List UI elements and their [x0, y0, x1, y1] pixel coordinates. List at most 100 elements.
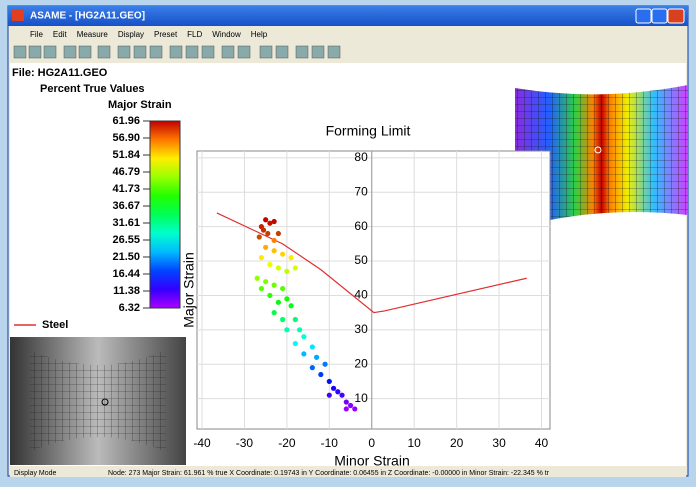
colorbar-label: 26.55	[112, 234, 140, 246]
strain-point	[310, 365, 315, 370]
x-tick-label: 40	[535, 436, 549, 450]
strain-point	[344, 406, 349, 411]
strain-point	[276, 231, 281, 236]
menu-item[interactable]: Edit	[53, 30, 68, 39]
menu-item[interactable]: File	[30, 30, 43, 39]
strain-point	[297, 327, 302, 332]
strain-point	[293, 341, 298, 346]
app-icon	[12, 9, 24, 21]
tool-button[interactable]	[222, 46, 234, 58]
photo	[10, 337, 186, 465]
status-node: Node: 273 Major Strain: 61.961 % true X …	[108, 470, 550, 477]
colorbar-title: Major Strain	[108, 99, 172, 111]
toolbar	[12, 44, 352, 60]
strain-point	[272, 248, 277, 253]
strain-point	[314, 355, 319, 360]
tool-button[interactable]	[79, 46, 91, 58]
strain-point	[335, 389, 340, 394]
strain-point	[261, 227, 266, 232]
y-axis-label: Major Strain	[181, 252, 197, 327]
tool-button[interactable]	[186, 46, 198, 58]
y-tick-label: 50	[354, 253, 368, 267]
strain-point	[259, 286, 264, 291]
strain-point	[280, 252, 285, 257]
minimize-button[interactable]	[636, 9, 651, 23]
strain-point	[263, 217, 268, 222]
menu-item[interactable]: FLD	[187, 30, 202, 39]
strain-point	[310, 344, 315, 349]
colorbar-label: 6.32	[119, 302, 140, 314]
status-mode: Display Mode	[14, 470, 57, 477]
x-tick-label: 10	[408, 436, 422, 450]
file-label: File: HG2A11.GEO	[12, 67, 108, 79]
menu-item[interactable]: Display	[118, 30, 144, 39]
menu-item[interactable]: Measure	[77, 30, 109, 39]
strain-point	[284, 269, 289, 274]
colorbar-label: 11.38	[113, 285, 140, 297]
x-tick-label: 30	[492, 436, 506, 450]
tool-button[interactable]	[202, 46, 214, 58]
y-tick-label: 40	[354, 288, 368, 302]
tool-button[interactable]	[150, 46, 162, 58]
window-title: ASAME - [HG2A11.GEO]	[30, 11, 145, 22]
y-tick-label: 60	[354, 219, 368, 233]
tool-button[interactable]	[29, 46, 41, 58]
strain-point	[293, 317, 298, 322]
strain-point	[257, 234, 262, 239]
strain-point	[276, 265, 281, 270]
strain-point	[301, 334, 306, 339]
x-tick-label: -20	[278, 436, 296, 450]
colorbar-label: 41.73	[112, 183, 140, 195]
strain-point	[318, 372, 323, 377]
colorbar-label: 36.67	[112, 200, 140, 212]
strain-point	[301, 351, 306, 356]
values-label: Percent True Values	[40, 83, 145, 95]
menu-item[interactable]: Window	[212, 30, 241, 39]
close-button[interactable]	[668, 9, 684, 23]
strain-point	[289, 303, 294, 308]
tool-button[interactable]	[238, 46, 250, 58]
tool-button[interactable]	[296, 46, 308, 58]
chart-title: Forming Limit	[326, 123, 411, 139]
tool-button[interactable]	[14, 46, 26, 58]
menu-item[interactable]: Help	[251, 30, 268, 39]
strain-point	[327, 379, 332, 384]
tool-button[interactable]	[98, 46, 110, 58]
maximize-button[interactable]	[652, 9, 667, 23]
strain-point	[276, 300, 281, 305]
strain-point	[322, 362, 327, 367]
legend-label: Steel	[42, 319, 68, 331]
strain-point	[331, 386, 336, 391]
strain-point	[263, 245, 268, 250]
app-window: ASAME - [HG2A11.GEO] File Edit Measure Disp…	[0, 0, 696, 482]
tool-button[interactable]	[44, 46, 56, 58]
colorbar-label: 51.84	[112, 149, 140, 161]
strain-point	[289, 255, 294, 260]
menu-item[interactable]: Preset	[154, 30, 178, 39]
strain-point	[344, 399, 349, 404]
page: ASAME - [HG2A11.GEO] File Edit Measure Disp…	[0, 0, 696, 482]
strain-point	[272, 283, 277, 288]
strain-point	[255, 276, 260, 281]
plot-area: Forming LimitMinor StrainMajor Strain-40…	[181, 123, 550, 469]
colorbar-label: 21.50	[112, 251, 140, 263]
tool-button[interactable]	[260, 46, 272, 58]
tool-button[interactable]	[328, 46, 340, 58]
strain-point	[272, 219, 277, 224]
tool-button[interactable]	[170, 46, 182, 58]
tool-button[interactable]	[312, 46, 324, 58]
tool-button[interactable]	[64, 46, 76, 58]
tool-button[interactable]	[118, 46, 130, 58]
strain-point	[272, 238, 277, 243]
colorbar-label: 61.96	[112, 115, 140, 127]
y-tick-label: 10	[354, 391, 368, 405]
strain-point	[267, 262, 272, 267]
strain-point	[339, 393, 344, 398]
strain-point	[352, 406, 357, 411]
strain-point	[284, 327, 289, 332]
x-tick-label: 0	[368, 436, 375, 450]
tool-button[interactable]	[134, 46, 146, 58]
tool-button[interactable]	[276, 46, 288, 58]
strain-point	[259, 255, 264, 260]
x-tick-label: -30	[236, 436, 254, 450]
